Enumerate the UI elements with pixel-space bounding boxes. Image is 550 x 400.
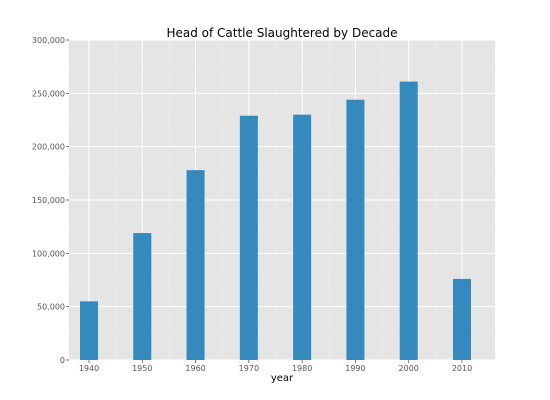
y-tick-label: 0: [60, 356, 65, 365]
x-tick-label: 1960: [185, 364, 205, 373]
y-axis: 0 50,000 100,000 150,000 200,000 250,000 300,0…: [32, 36, 69, 365]
bar-1970: [239, 115, 258, 360]
y-tick-label: 250,000: [32, 89, 65, 98]
grid-lines: [69, 39, 495, 361]
bar-1950: [133, 233, 152, 360]
y-tick-label: 300,000: [32, 36, 65, 45]
x-tick-label: 2010: [452, 364, 472, 373]
bar-2000: [399, 81, 418, 360]
x-tick-label: 1970: [239, 364, 259, 373]
y-tick-label: 50,000: [37, 303, 65, 312]
bar-1980: [293, 114, 312, 361]
bar-1990: [346, 99, 365, 360]
chart-title: Head of Cattle Slaughtered by Decade: [166, 26, 397, 40]
x-tick-label: 1940: [79, 364, 99, 373]
bar-2010: [453, 278, 471, 360]
bar-1940: [80, 301, 98, 360]
bars: [80, 81, 471, 361]
x-axis: 1940 1950 1960 1970 1980 1990 2000 2010: [79, 360, 472, 373]
x-tick-label: 1950: [132, 364, 152, 373]
x-axis-label: year: [271, 373, 294, 384]
y-tick-label: 150,000: [32, 196, 65, 205]
x-tick-label: 1980: [292, 364, 312, 373]
x-tick-label: 2000: [399, 364, 419, 373]
x-tick-label: 1990: [345, 364, 365, 373]
y-tick-label: 200,000: [32, 143, 65, 152]
bar-1960: [186, 170, 205, 360]
y-tick-label: 100,000: [32, 249, 65, 258]
